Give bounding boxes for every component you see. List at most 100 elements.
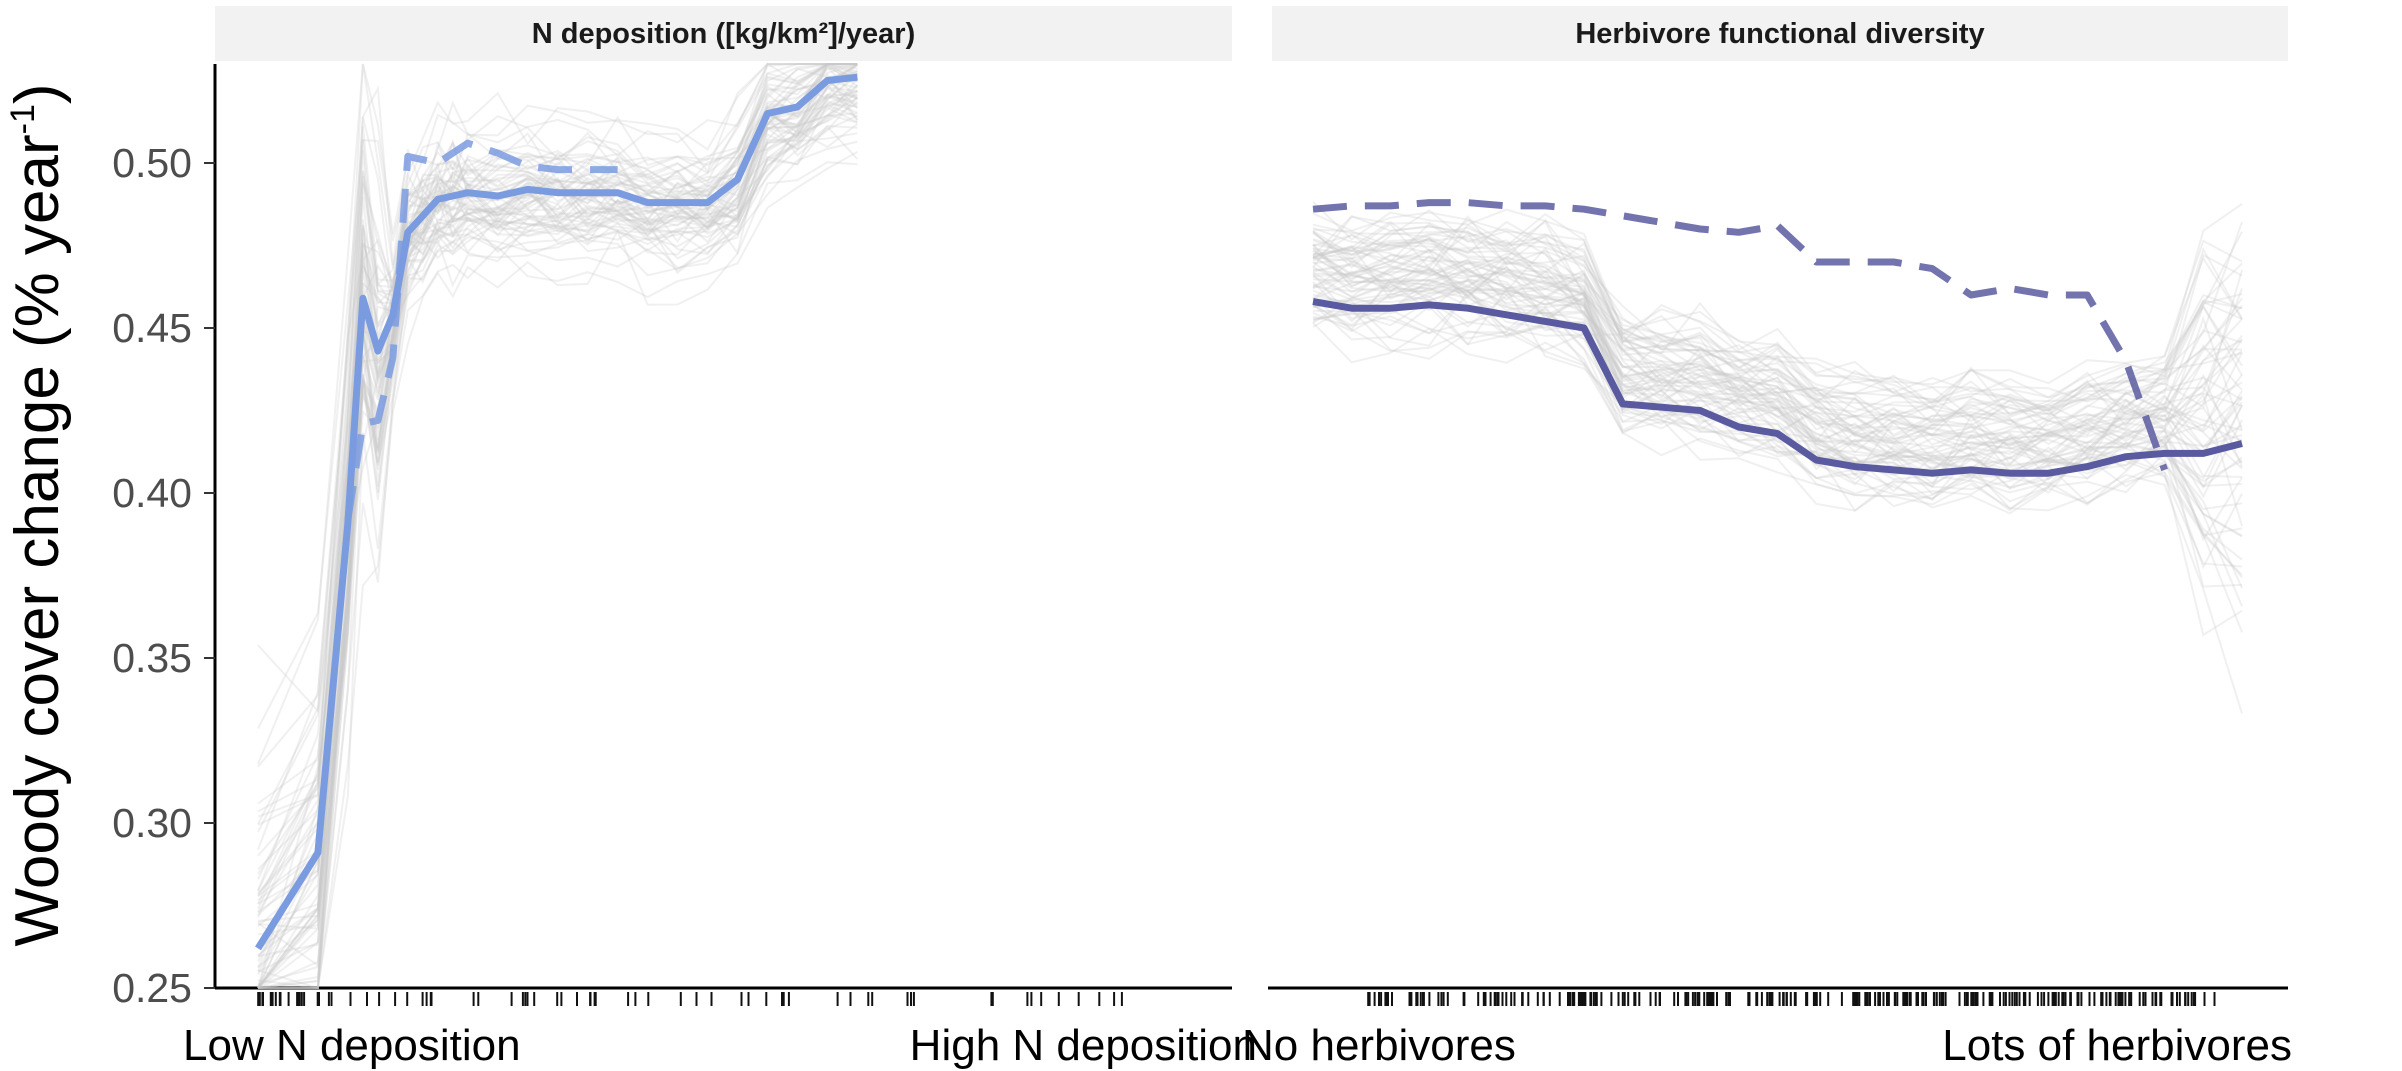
facet-strip xyxy=(215,6,1232,61)
bootstrap-line xyxy=(1312,322,2243,714)
bootstrap-line xyxy=(257,72,858,916)
bootstrap-line xyxy=(1312,283,2243,542)
bootstrap-line xyxy=(1312,265,2243,490)
bootstrap-line xyxy=(1312,245,2243,438)
bootstrap-line xyxy=(257,101,858,989)
bootstrap-line xyxy=(1312,236,2243,442)
bootstrap-line xyxy=(258,161,858,989)
bootstrap-line xyxy=(1312,278,2243,488)
bootstrap-line xyxy=(1312,221,2243,409)
bootstrap-line xyxy=(1312,258,2243,487)
bootstrap-line xyxy=(257,93,858,958)
y-tick-label: 0.35 xyxy=(112,635,192,681)
bootstrap-line xyxy=(257,63,858,958)
bootstrap-line xyxy=(257,140,858,989)
y-axis: 0.25 0.30 0.35 0.40 0.45 0.50 xyxy=(112,64,217,1011)
bootstrap-line xyxy=(1312,220,2243,422)
y-tick-label: 0.40 xyxy=(112,470,192,516)
panel-herbivore-diversity: Herbivore functional diversity No herbivo… xyxy=(1242,6,2292,1070)
bootstrap-line xyxy=(1312,278,2243,527)
bootstrap-line xyxy=(1312,237,2243,428)
bootstrap-line xyxy=(1312,220,2243,437)
bootstrap-line xyxy=(1312,302,2243,588)
y-tick-label: 0.30 xyxy=(112,800,192,846)
bootstrap-line xyxy=(257,89,858,989)
bootstrap-line xyxy=(257,63,858,870)
facet-strip xyxy=(1272,6,2288,61)
bootstrap-line xyxy=(257,114,858,990)
bootstrap-line xyxy=(1312,218,2243,423)
bootstrap-line xyxy=(1312,292,2243,576)
bootstrap-line xyxy=(1312,262,2243,461)
series-line-dashed xyxy=(344,139,618,520)
bootstrap-line xyxy=(1312,227,2243,429)
bootstrap-line xyxy=(257,100,858,913)
bootstrap-line xyxy=(257,80,858,989)
x-low-label: Low N deposition xyxy=(183,1021,521,1070)
bootstrap-line xyxy=(1312,265,2243,458)
bootstrap-line xyxy=(1312,220,2243,432)
y-tick-label: 0.50 xyxy=(112,140,192,186)
bootstrap-line xyxy=(1312,246,2243,448)
y-tick-label: 0.45 xyxy=(112,305,192,351)
bootstrap-line xyxy=(257,90,858,950)
bootstrap-line xyxy=(1312,243,2243,455)
bootstrap-line xyxy=(1312,226,2243,415)
bootstrap-line xyxy=(1312,289,2243,570)
bootstrap-line xyxy=(1312,212,2243,410)
bootstrap-line xyxy=(1312,273,2243,466)
bootstrap-line xyxy=(258,151,858,989)
bootstrap-line xyxy=(257,62,858,918)
bootstrap-line xyxy=(257,63,858,729)
bootstrap-line xyxy=(1312,201,2243,404)
bootstrap-line xyxy=(258,125,859,989)
bootstrap-line xyxy=(1312,277,2243,478)
bootstrap-line xyxy=(1312,214,2243,417)
bootstrap-line xyxy=(1312,294,2243,537)
bootstrap-line xyxy=(1312,290,2243,568)
bootstrap-lines xyxy=(1312,201,2243,714)
bootstrap-line xyxy=(1312,219,2243,416)
bootstrap-line xyxy=(1312,223,2243,452)
facet-strip-label: N deposition ([kg/km²]/year) xyxy=(532,18,916,50)
bootstrap-line xyxy=(257,62,858,905)
bootstrap-line xyxy=(257,113,858,986)
bootstrap-line xyxy=(1312,287,2243,589)
bootstrap-line xyxy=(1312,278,2243,511)
bootstrap-line xyxy=(257,72,859,968)
bootstrap-line xyxy=(1312,215,2243,418)
y-axis-title: Woody cover change (% year-1) xyxy=(3,83,72,946)
bootstrap-line xyxy=(257,84,859,922)
bootstrap-line xyxy=(1312,238,2243,437)
bootstrap-line xyxy=(1312,249,2243,454)
bootstrap-line xyxy=(257,63,858,765)
x-high-label: High N deposition xyxy=(910,1021,1257,1070)
bootstrap-line xyxy=(1312,225,2243,399)
bootstrap-line xyxy=(1312,283,2243,538)
bootstrap-line xyxy=(257,84,859,989)
bootstrap-line xyxy=(1312,227,2243,430)
series-line-solid xyxy=(1312,298,2243,477)
facet-strip-label: Herbivore functional diversity xyxy=(1575,18,1984,50)
bootstrap-line xyxy=(257,95,859,968)
bootstrap-line xyxy=(1312,279,2243,461)
rug-ticks xyxy=(257,992,1123,1006)
bootstrap-line xyxy=(1312,271,2243,537)
bootstrap-line xyxy=(257,123,859,989)
x-high-label: Lots of herbivores xyxy=(1942,1021,2292,1070)
bootstrap-line xyxy=(257,94,858,936)
bootstrap-line xyxy=(258,132,858,989)
x-low-label: No herbivores xyxy=(1242,1021,1516,1070)
bootstrap-line xyxy=(257,63,858,910)
bootstrap-line xyxy=(257,62,858,892)
bootstrap-line xyxy=(257,77,859,975)
bootstrap-line xyxy=(258,124,858,989)
bootstrap-line xyxy=(257,63,858,818)
bootstrap-line xyxy=(1312,215,2243,412)
bootstrap-line xyxy=(1312,232,2243,463)
bootstrap-line xyxy=(257,64,858,896)
bootstrap-line xyxy=(257,112,858,989)
bootstrap-line xyxy=(257,63,858,833)
bootstrap-line xyxy=(257,83,859,989)
